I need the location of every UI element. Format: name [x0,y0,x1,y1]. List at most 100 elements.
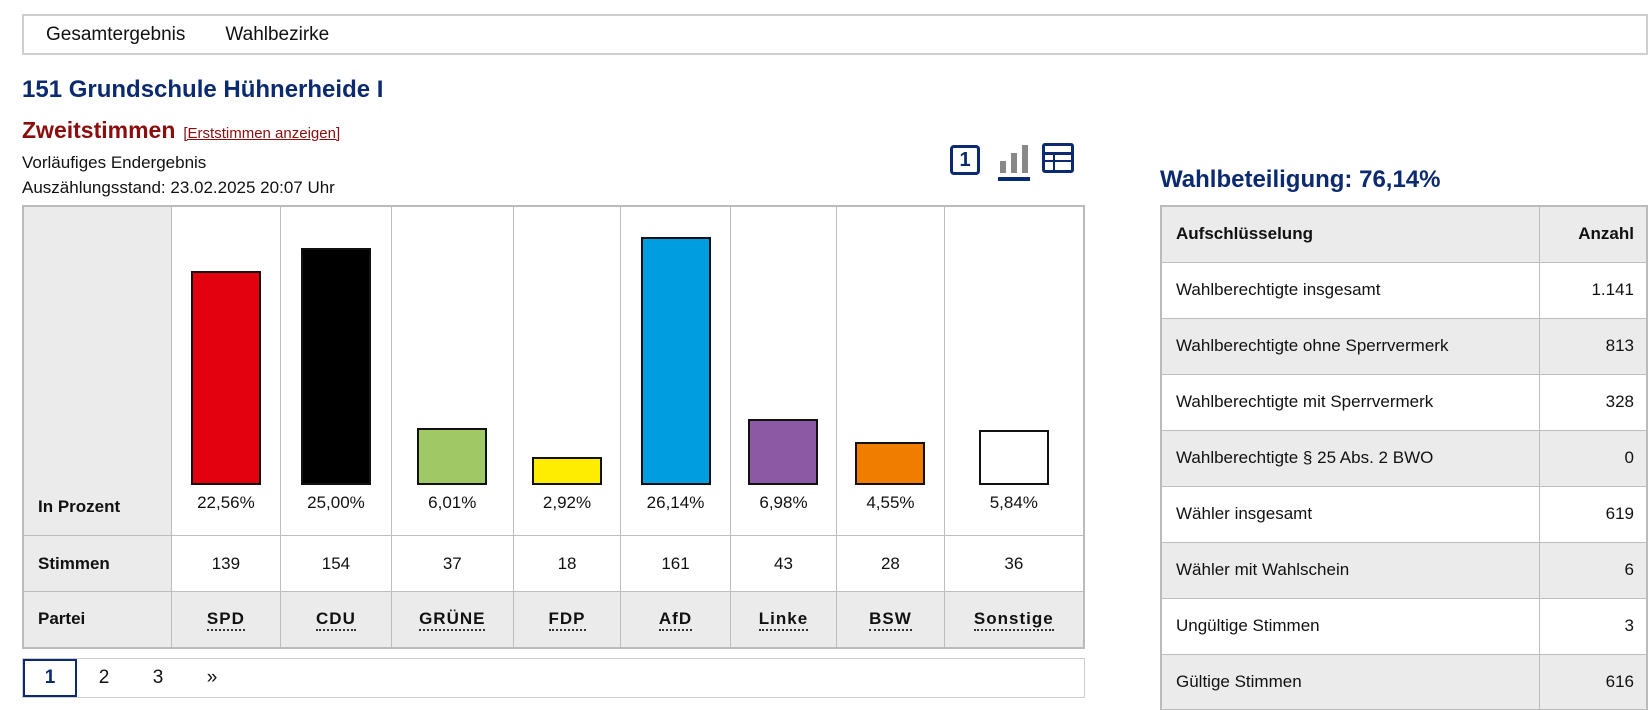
votes-row-header: Stimmen [22,535,172,592]
bar-cdu [300,248,371,485]
count-timestamp: Auszählungsstand: 23.02.2025 20:07 Uhr [22,178,335,197]
turnout-row-label: Gültige Stimmen [1160,653,1540,710]
votes-row: Stimmen 139 154 37 18 161 43 28 36 [22,535,1085,592]
single-result-icon[interactable]: 1 [950,145,980,175]
top-navigation: Gesamtergebnis Wahlbezirke [22,14,1648,55]
votes-fdp: 18 [512,535,622,592]
turnout-header-row: Aufschlüsselung Anzahl [1160,205,1648,263]
turnout-row-value: 328 [1538,373,1648,431]
votes-bsw: 28 [836,535,945,592]
party-name-sonstige[interactable]: Sonstige [973,609,1054,632]
votes-linke: 43 [729,535,838,592]
turnout-row: Wahlberechtigte § 25 Abs. 2 BWO 0 [1160,429,1648,487]
turnout-row: Wähler mit Wahlschein 6 [1160,541,1648,599]
percent-label-bsw: 4,55% [866,493,915,512]
turnout-row-label: Wähler mit Wahlschein [1160,541,1540,599]
party-name-afd[interactable]: AfD [658,609,693,632]
turnout-row-value: 813 [1538,317,1648,375]
turnout-row: Wähler insgesamt 619 [1160,485,1648,543]
party-name-spd[interactable]: SPD [206,609,245,632]
bar-fdp [532,457,603,485]
votes-spd: 139 [170,535,282,592]
turnout-row-label: Wahlberechtigte ohne Sperrvermerk [1160,317,1540,375]
results-chart-table: In Prozent 22,56% 25,00% 6,01% 2,92% 26,14% 6… [22,205,1085,649]
percent-row-header: In Prozent [22,205,172,536]
nav-item-gesamtergebnis[interactable]: Gesamtergebnis [46,23,186,45]
party-cell-gr-ne: GRÜNE [390,591,514,648]
next-page-button[interactable]: » [206,667,218,688]
party-cell-cdu: CDU [280,591,392,648]
bar-spd [190,271,261,485]
bar-sonstige [978,430,1049,485]
turnout-row: Gültige Stimmen 616 [1160,653,1648,710]
view-switcher: 1 [950,143,1090,185]
turnout-row: Wahlberechtigte insgesamt 1.141 [1160,261,1648,319]
turnout-row-label: Wähler insgesamt [1160,485,1540,543]
turnout-row-label: Wahlberechtigte mit Sperrvermerk [1160,373,1540,431]
turnout-row-value: 616 [1538,653,1648,710]
bar-cell-afd: 26,14% [620,205,731,536]
votes-gr-ne: 37 [390,535,514,592]
turnout-row: Wahlberechtigte ohne Sperrvermerk 813 [1160,317,1648,375]
party-cell-bsw: BSW [836,591,945,648]
party-cell-linke: Linke [729,591,838,648]
votes-cdu: 154 [280,535,392,592]
party-row: Partei SPD CDU GRÜNE FDP AfD Linke BSW Sonstige [22,591,1085,648]
turnout-table: Aufschlüsselung Anzahl Wahlberechtigte i… [1160,205,1648,710]
turnout-row-label: Wahlberechtigte § 25 Abs. 2 BWO [1160,429,1540,487]
page-title: 151 Grundschule Hühnerheide I [22,76,384,103]
bar-gr-ne [417,428,488,485]
bar-linke [748,419,819,485]
turnout-row-value: 6 [1538,541,1648,599]
percent-label-fdp: 2,92% [542,493,592,512]
turnout-row-value: 619 [1538,485,1648,543]
percent-row: In Prozent 22,56% 25,00% 6,01% 2,92% 26,14% 6… [22,205,1085,536]
result-status: Vorläufiges Endergebnis [22,153,207,172]
turnout-row-label: Wahlberechtigte insgesamt [1160,261,1540,319]
page-1-button[interactable]: 1 [23,659,77,697]
turnout-row-value: 0 [1538,429,1648,487]
party-name-gr-ne[interactable]: GRÜNE [419,609,486,632]
party-name-bsw[interactable]: BSW [869,609,912,632]
pagination: 1 2 3 » [22,658,1085,698]
turnout-title: Wahlbeteiligung: 76,14% [1160,166,1441,193]
party-name-fdp[interactable]: FDP [548,609,586,632]
percent-label-afd: 26,14% [646,493,705,512]
percent-label-cdu: 25,00% [307,493,365,512]
bar-cell-cdu: 25,00% [280,205,392,536]
page-3-button[interactable]: 3 [152,667,164,688]
turnout-header-value: Anzahl [1538,205,1648,263]
party-cell-spd: SPD [170,591,282,648]
bar-cell-bsw: 4,55% [836,205,945,536]
nav-item-wahlbezirke[interactable]: Wahlbezirke [225,23,330,45]
turnout-row-label: Ungültige Stimmen [1160,597,1540,655]
page-2-button[interactable]: 2 [98,667,110,688]
show-first-votes-link[interactable]: [Erststimmen anzeigen] [183,125,341,142]
bar-cell-fdp: 2,92% [512,205,622,536]
percent-label-linke: 6,98% [759,493,808,512]
bar-cell-linke: 6,98% [729,205,838,536]
party-name-linke[interactable]: Linke [758,609,809,632]
party-cell-fdp: FDP [512,591,622,648]
bar-cell-spd: 22,56% [170,205,282,536]
bar-bsw [855,442,926,485]
votes-afd: 161 [620,535,731,592]
percent-label-gr-ne: 6,01% [428,493,477,512]
party-row-header: Partei [22,591,172,648]
table-view-icon[interactable] [1042,143,1074,173]
percent-label-sonstige: 5,84% [989,493,1038,512]
bar-chart-icon[interactable] [998,143,1030,181]
turnout-row: Wahlberechtigte mit Sperrvermerk 328 [1160,373,1648,431]
subtitle-row: Zweitstimmen [Erststimmen anzeigen] [22,117,340,144]
bar-cell-gr-ne: 6,01% [390,205,514,536]
party-name-cdu[interactable]: CDU [316,609,356,632]
party-cell-sonstige: Sonstige [943,591,1085,648]
votes-sonstige: 36 [943,535,1085,592]
bar-cell-sonstige: 5,84% [943,205,1085,536]
percent-label-spd: 22,56% [197,493,255,512]
turnout-row: Ungültige Stimmen 3 [1160,597,1648,655]
bar-afd [640,237,711,485]
party-cell-afd: AfD [620,591,731,648]
turnout-header-label: Aufschlüsselung [1160,205,1540,263]
turnout-row-value: 3 [1538,597,1648,655]
